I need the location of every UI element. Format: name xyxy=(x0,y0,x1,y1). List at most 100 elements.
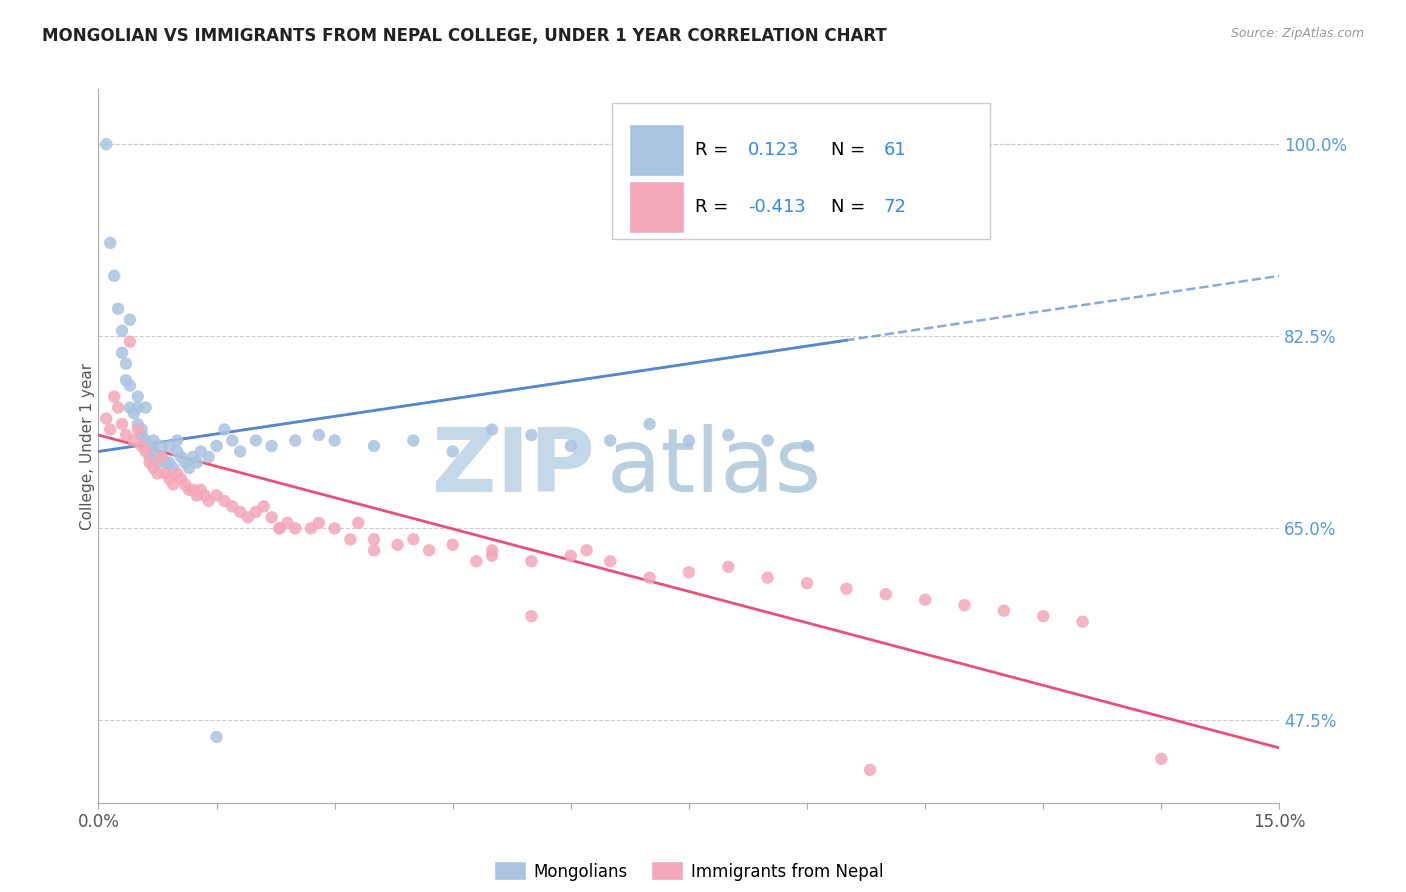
Point xyxy=(347,516,370,530)
Point xyxy=(363,439,385,453)
Point xyxy=(520,554,543,568)
Point xyxy=(284,434,307,448)
Bar xyxy=(612,103,990,239)
Point xyxy=(107,401,129,415)
Point xyxy=(174,455,197,469)
Text: Source: ZipAtlas.com: Source: ZipAtlas.com xyxy=(1230,27,1364,40)
Point xyxy=(135,401,157,415)
Point xyxy=(308,516,330,530)
Point xyxy=(122,434,145,448)
Point xyxy=(98,235,121,250)
Text: 72: 72 xyxy=(884,198,907,216)
Point xyxy=(859,763,882,777)
Point xyxy=(115,373,138,387)
Point xyxy=(150,450,173,464)
Point xyxy=(520,428,543,442)
Point xyxy=(127,390,149,404)
Point xyxy=(229,444,252,458)
Point xyxy=(118,401,141,415)
Point xyxy=(205,730,228,744)
Text: N =: N = xyxy=(831,141,870,159)
Point xyxy=(221,500,243,514)
Point xyxy=(1150,752,1173,766)
Point xyxy=(269,521,291,535)
Point xyxy=(131,423,153,437)
Point xyxy=(260,510,283,524)
Point xyxy=(131,428,153,442)
Point xyxy=(138,439,160,453)
Y-axis label: College, Under 1 year: College, Under 1 year xyxy=(80,362,94,530)
Point xyxy=(138,455,160,469)
Point xyxy=(205,488,228,502)
Point xyxy=(190,483,212,497)
Point xyxy=(111,324,134,338)
Point xyxy=(155,455,177,469)
Point xyxy=(560,549,582,563)
Point xyxy=(481,423,503,437)
Point xyxy=(402,533,425,547)
Point xyxy=(115,357,138,371)
Point xyxy=(481,543,503,558)
Point xyxy=(127,417,149,431)
Point xyxy=(135,434,157,448)
Point xyxy=(111,417,134,431)
Point xyxy=(599,434,621,448)
Point xyxy=(717,559,740,574)
Point xyxy=(875,587,897,601)
Point xyxy=(481,549,503,563)
Point xyxy=(197,450,219,464)
Point xyxy=(953,598,976,612)
Point xyxy=(186,455,208,469)
Point xyxy=(599,554,621,568)
Point xyxy=(756,571,779,585)
Point xyxy=(638,571,661,585)
Point xyxy=(166,434,188,448)
Point xyxy=(638,417,661,431)
Text: atlas: atlas xyxy=(606,424,821,511)
Point xyxy=(103,390,125,404)
Point xyxy=(221,434,243,448)
Point xyxy=(402,434,425,448)
Point xyxy=(122,406,145,420)
Point xyxy=(214,494,236,508)
Point xyxy=(186,488,208,502)
Point xyxy=(245,505,267,519)
Text: MONGOLIAN VS IMMIGRANTS FROM NEPAL COLLEGE, UNDER 1 YEAR CORRELATION CHART: MONGOLIAN VS IMMIGRANTS FROM NEPAL COLLE… xyxy=(42,27,887,45)
Point xyxy=(560,439,582,453)
Text: R =: R = xyxy=(695,141,734,159)
Point xyxy=(269,521,291,535)
Point xyxy=(236,510,259,524)
Point xyxy=(194,488,217,502)
Point xyxy=(260,439,283,453)
Point xyxy=(276,516,298,530)
Point xyxy=(170,450,193,464)
Point xyxy=(157,455,180,469)
Point xyxy=(162,461,184,475)
Point xyxy=(98,423,121,437)
Point xyxy=(107,301,129,316)
Text: 61: 61 xyxy=(884,141,907,159)
Point xyxy=(127,401,149,415)
Point xyxy=(170,472,193,486)
Point xyxy=(575,543,598,558)
Point xyxy=(796,439,818,453)
Point xyxy=(157,472,180,486)
Point xyxy=(111,345,134,359)
Point xyxy=(678,566,700,580)
Bar xyxy=(630,182,683,232)
Point xyxy=(993,604,1015,618)
Text: 0.123: 0.123 xyxy=(748,141,800,159)
Bar xyxy=(630,125,683,175)
Point xyxy=(157,439,180,453)
Point xyxy=(1071,615,1094,629)
Point xyxy=(441,444,464,458)
Point xyxy=(465,554,488,568)
Point xyxy=(678,434,700,448)
Point xyxy=(363,533,385,547)
Point xyxy=(118,378,141,392)
Point xyxy=(146,467,169,481)
Point xyxy=(363,543,385,558)
Point xyxy=(717,428,740,442)
Point xyxy=(150,450,173,464)
Point xyxy=(96,411,118,425)
